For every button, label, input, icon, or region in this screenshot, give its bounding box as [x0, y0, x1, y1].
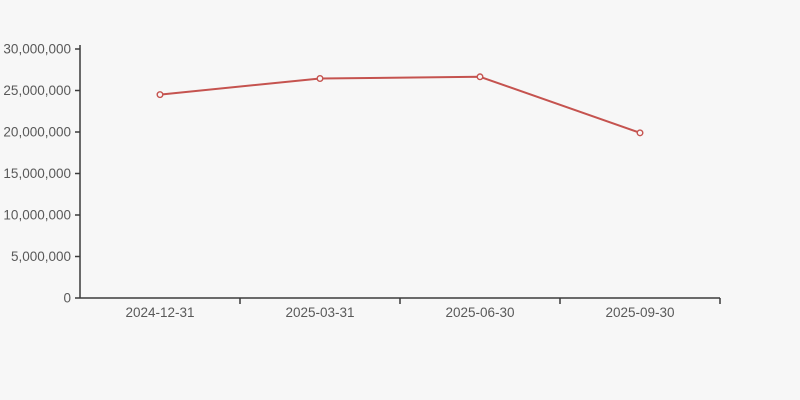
- x-axis-tick-label: 2025-03-31: [285, 305, 354, 320]
- data-point-marker: [476, 73, 484, 81]
- data-point-marker: [156, 91, 164, 99]
- y-axis-tick-label: 15,000,000: [3, 166, 71, 181]
- y-axis-tick-label: 25,000,000: [3, 83, 71, 98]
- x-axis-tick-label: 2024-12-31: [125, 305, 194, 320]
- data-point-marker: [636, 129, 644, 137]
- y-axis-tick-label: 30,000,000: [3, 42, 71, 57]
- x-axis-tick-label: 2025-09-30: [605, 305, 674, 320]
- series-line: [159, 75, 641, 134]
- y-axis-tick-label: 20,000,000: [3, 125, 71, 140]
- data-point-marker: [316, 74, 324, 82]
- y-axis-tick-label: 10,000,000: [3, 208, 71, 223]
- y-axis-tick-label: 0: [63, 291, 71, 306]
- x-axis-tick-label: 2025-06-30: [445, 305, 514, 320]
- y-axis-tick-label: 5,000,000: [11, 249, 71, 264]
